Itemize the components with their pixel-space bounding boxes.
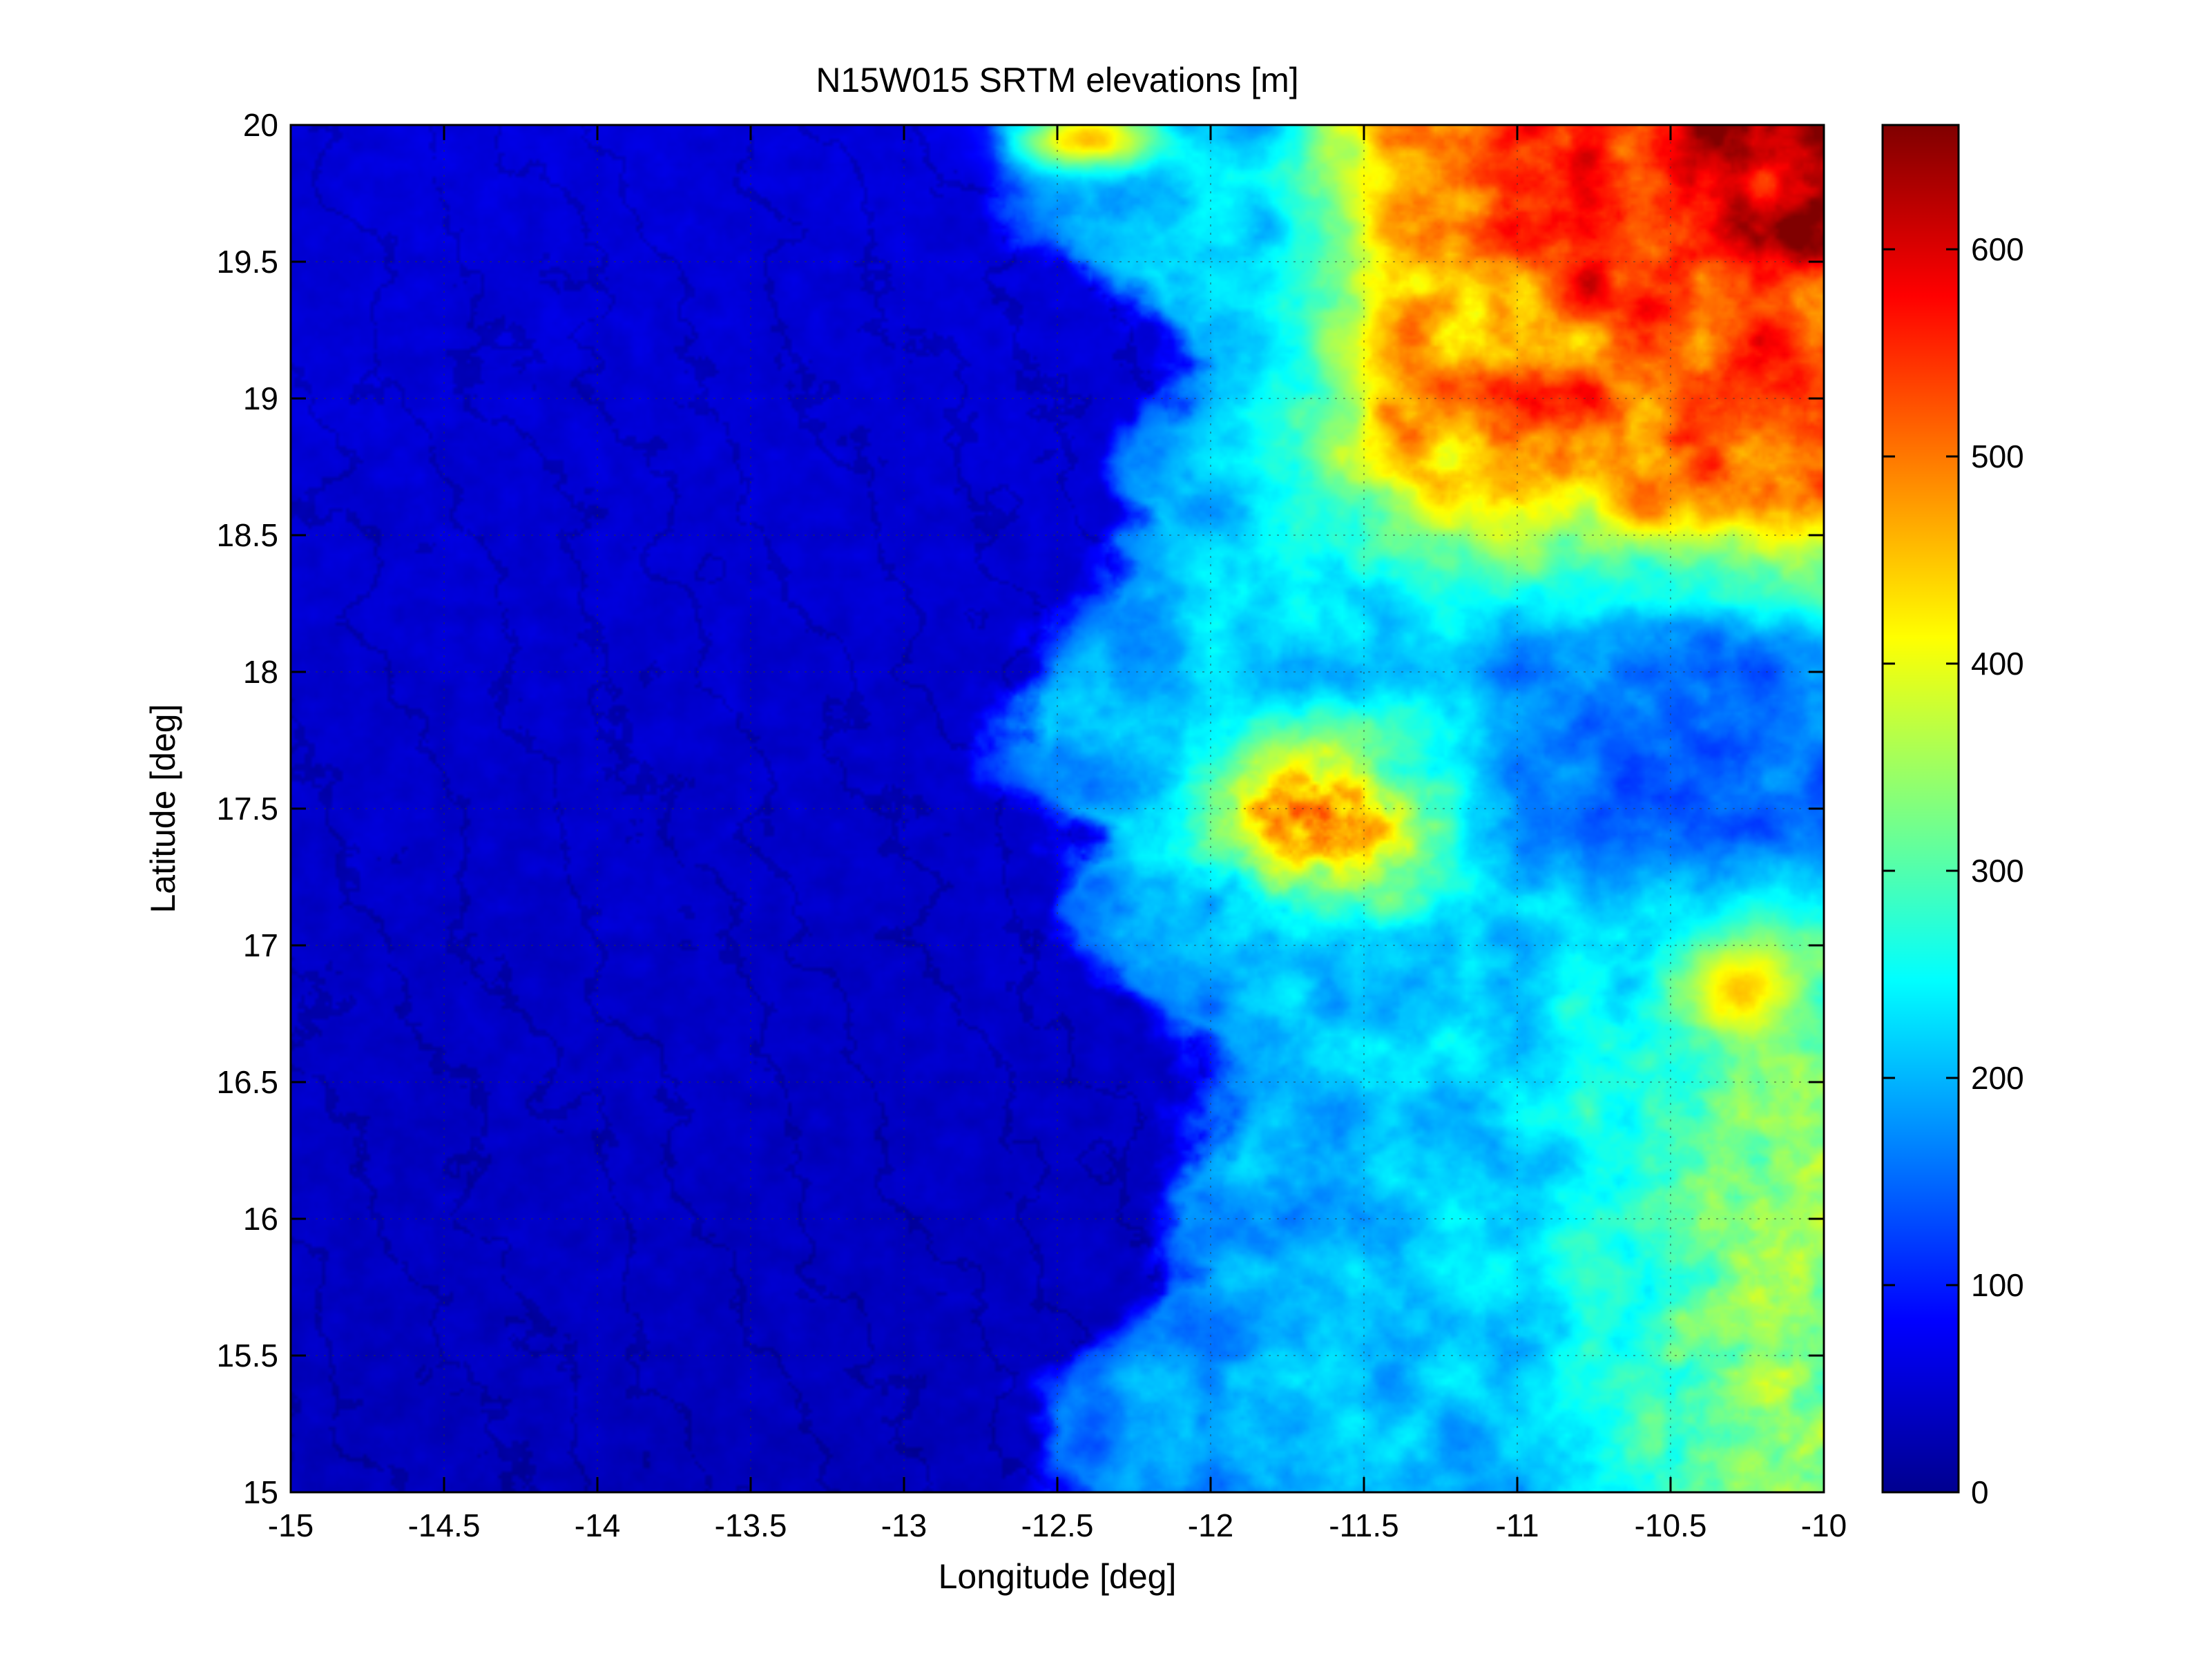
colorbar-label-3: 300 bbox=[1971, 853, 2024, 889]
x-tick-labels: -15 -14.5 -14 -13.5 -13 -12.5 -12 -11.5 -11 -10.5… bbox=[268, 1507, 1847, 1543]
chart-title: N15W015 SRTM elevations [m] bbox=[816, 61, 1298, 99]
y-axis-label: Latitude [deg] bbox=[144, 704, 182, 913]
y-tick-label-9: 19.5 bbox=[216, 244, 278, 280]
y-tick-labels: 15 15.5 16 16.5 17 17.5 18 18.5 19 19.5 20 bbox=[216, 107, 278, 1510]
colorbar bbox=[1881, 124, 1960, 1494]
colorbar-label-1: 100 bbox=[1971, 1267, 2024, 1303]
colorbar-label-4: 400 bbox=[1971, 646, 2024, 682]
y-tick-label-0: 15 bbox=[243, 1474, 278, 1510]
plot-frame bbox=[289, 124, 1825, 1494]
y-tick-label-5: 17.5 bbox=[216, 791, 278, 827]
x-tick-label-7: -11.5 bbox=[1329, 1507, 1398, 1543]
x-tick-label-9: -10.5 bbox=[1635, 1507, 1707, 1543]
colorbar-label-2: 200 bbox=[1971, 1060, 2024, 1096]
x-tick-label-4: -13 bbox=[881, 1507, 927, 1543]
x-tick-label-8: -11 bbox=[1495, 1507, 1539, 1543]
x-tick-label-2: -14 bbox=[575, 1507, 620, 1543]
x-tick-label-6: -12 bbox=[1188, 1507, 1233, 1543]
y-tick-label-7: 18.5 bbox=[216, 517, 278, 553]
x-axis-label: Longitude [deg] bbox=[939, 1557, 1177, 1596]
colorbar-label-6: 600 bbox=[1971, 231, 2024, 267]
x-tick-label-10: -10 bbox=[1801, 1507, 1847, 1543]
colorbar-labels: 0 100 200 300 400 500 600 bbox=[1971, 231, 2024, 1510]
y-tick-label-2: 16 bbox=[243, 1201, 278, 1237]
x-tick-label-1: -14.5 bbox=[408, 1507, 481, 1543]
grid-lines bbox=[291, 125, 1824, 1492]
x-tick-label-3: -13.5 bbox=[715, 1507, 787, 1543]
y-tick-label-1: 15.5 bbox=[216, 1338, 278, 1373]
x-tick-label-5: -12.5 bbox=[1021, 1507, 1094, 1543]
axis-ticks bbox=[289, 124, 1825, 1494]
y-tick-label-3: 16.5 bbox=[216, 1064, 278, 1100]
y-tick-label-4: 17 bbox=[243, 927, 278, 963]
colorbar-ticks bbox=[1883, 248, 1959, 1494]
y-tick-label-10: 20 bbox=[243, 107, 278, 143]
x-tick-label-0: -15 bbox=[268, 1507, 314, 1543]
colorbar-label-5: 500 bbox=[1971, 438, 2024, 474]
y-tick-label-8: 19 bbox=[243, 380, 278, 416]
y-tick-label-6: 18 bbox=[243, 654, 278, 690]
colorbar-label-0: 0 bbox=[1971, 1474, 1989, 1510]
